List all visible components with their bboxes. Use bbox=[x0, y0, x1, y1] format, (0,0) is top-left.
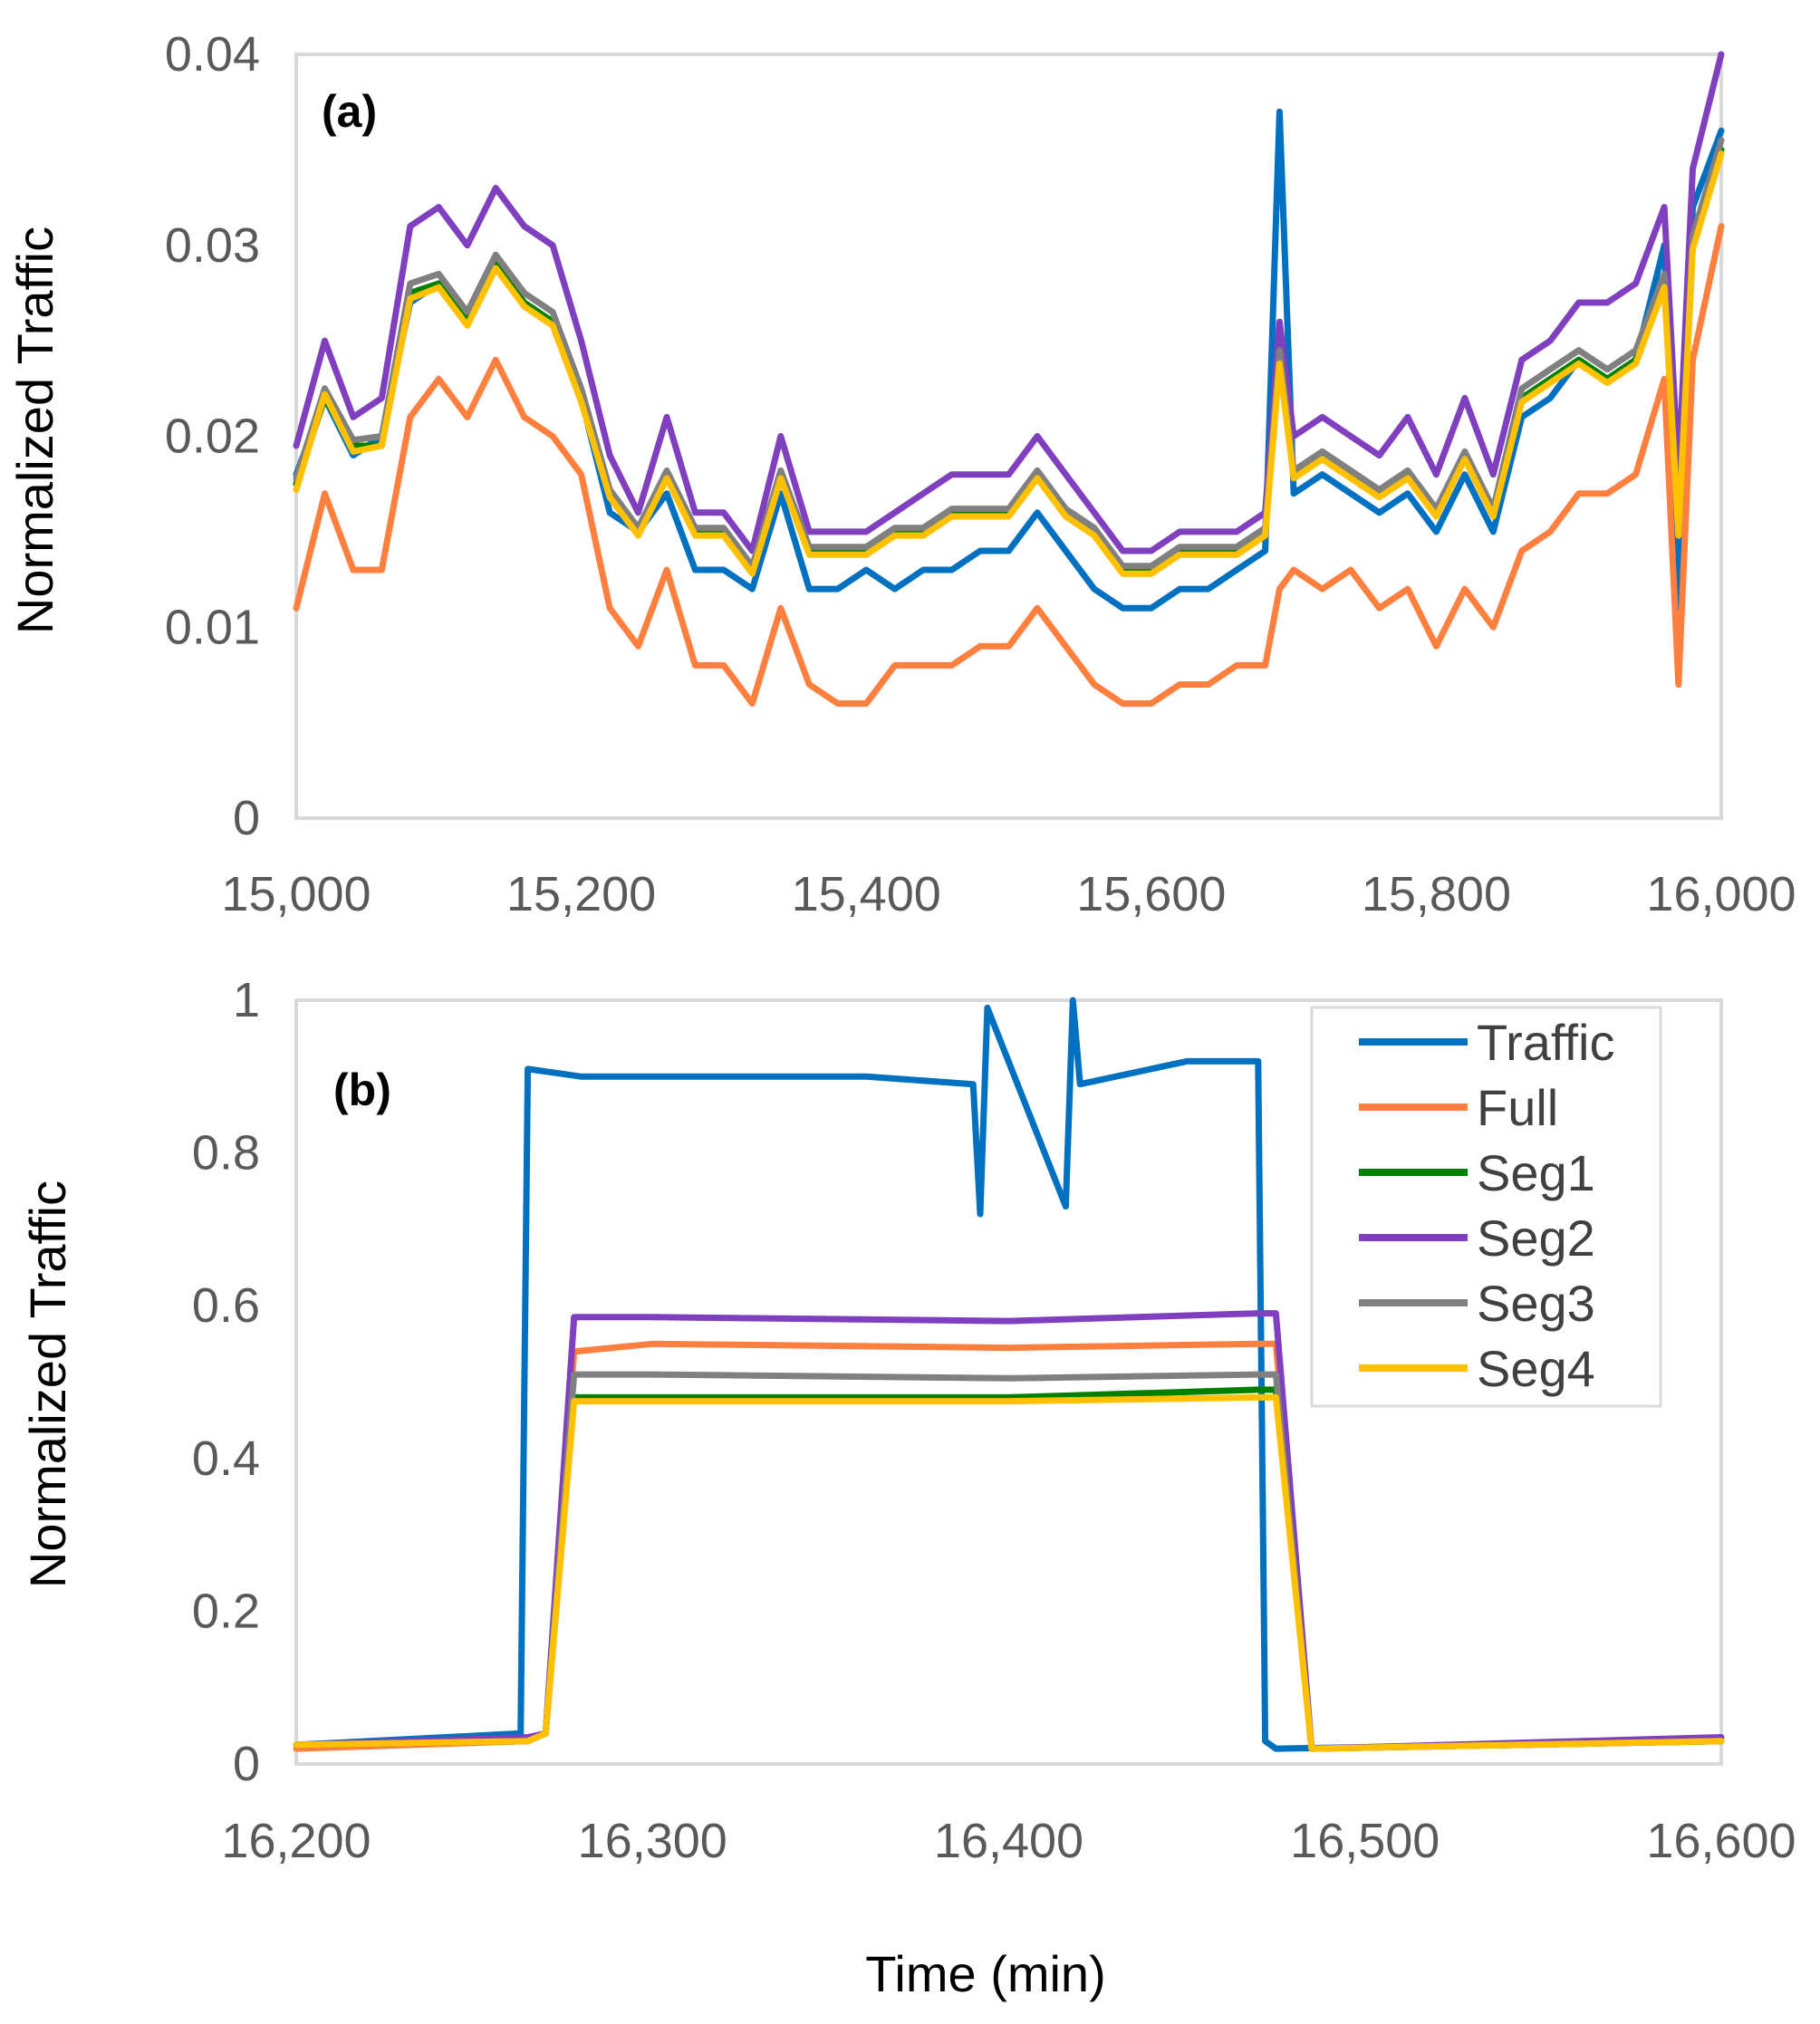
y-tick-label: 0.01 bbox=[165, 600, 260, 654]
y-tick-label: 0.6 bbox=[192, 1278, 260, 1333]
x-ticks-b: 16,200 16,300 16,400 16,500 16,600 bbox=[221, 1814, 1796, 1868]
x-ticks-a: 15,000 15,200 15,400 15,600 15,800 16,000 bbox=[221, 867, 1796, 921]
x-tick-label: 16,500 bbox=[1290, 1814, 1440, 1868]
series-group-a bbox=[293, 51, 1725, 707]
y-tick-label: 0.02 bbox=[165, 410, 260, 464]
legend-label-seg4: Seg4 bbox=[1477, 1340, 1595, 1397]
panel-b: 00.20.40.60.81 16,200 16,300 16,400 16,500 1… bbox=[19, 973, 1796, 2002]
panel-label-a: (a) bbox=[322, 86, 377, 137]
series-line-full bbox=[293, 223, 1725, 707]
x-axis-label: Time (min) bbox=[865, 1945, 1105, 2002]
y-tick-label: 0.4 bbox=[192, 1431, 260, 1486]
y-tick-label: 0 bbox=[233, 791, 260, 845]
x-tick-label: 15,200 bbox=[506, 867, 656, 921]
y-tick-label: 0 bbox=[233, 1737, 260, 1791]
series-line-seg3 bbox=[293, 1371, 1725, 1752]
y-tick-label: 1 bbox=[233, 973, 260, 1027]
series-line-traffic bbox=[293, 108, 1725, 612]
legend-label-traffic: Traffic bbox=[1477, 1014, 1614, 1071]
x-tick-label: 15,800 bbox=[1362, 867, 1511, 921]
x-tick-label: 15,000 bbox=[221, 867, 371, 921]
x-tick-label: 15,600 bbox=[1076, 867, 1226, 921]
series-line-seg4 bbox=[293, 150, 1725, 577]
x-tick-label: 16,600 bbox=[1646, 1814, 1796, 1868]
y-tick-label: 0.2 bbox=[192, 1584, 260, 1638]
x-tick-label: 16,000 bbox=[1646, 867, 1796, 921]
series-group-b bbox=[293, 997, 1725, 1752]
y-axis-label-b: Normalized Traffic bbox=[19, 1181, 76, 1588]
legend-label-seg2: Seg2 bbox=[1477, 1210, 1595, 1267]
y-tick-label: 0.03 bbox=[165, 218, 260, 273]
y-ticks-a: 0 0.01 0.02 0.03 0.04 bbox=[165, 27, 260, 845]
series-line-traffic bbox=[293, 997, 1725, 1752]
x-tick-label: 15,400 bbox=[792, 867, 941, 921]
legend-label-seg1: Seg1 bbox=[1477, 1144, 1595, 1201]
y-tick-label: 0.8 bbox=[192, 1126, 260, 1181]
legend-label-seg3: Seg3 bbox=[1477, 1275, 1595, 1332]
y-tick-label: 0.04 bbox=[165, 27, 260, 82]
y-axis-label-a: Normalized Traffic bbox=[6, 226, 63, 634]
panel-label-b: (b) bbox=[333, 1065, 391, 1115]
y-ticks-b: 0 0.2 0.4 0.6 0.8 1 bbox=[192, 973, 260, 1791]
series-line-seg2 bbox=[293, 51, 1725, 554]
x-tick-label: 16,400 bbox=[934, 1814, 1083, 1868]
x-tick-label: 16,200 bbox=[221, 1814, 371, 1868]
series-line-seg1 bbox=[293, 1386, 1725, 1752]
legend-box bbox=[1310, 1006, 1662, 1408]
x-tick-label: 16,300 bbox=[578, 1814, 727, 1868]
legend-label-full: Full bbox=[1477, 1079, 1558, 1136]
panel-a: 0 0.01 0.02 0.03 0.04 15,000 15,200 15,400 15,6… bbox=[6, 27, 1796, 921]
series-line-seg4 bbox=[293, 1393, 1725, 1752]
plot-frame-b bbox=[294, 998, 1723, 1766]
legend: Traffic Full Seg1 Seg2 Seg3 Seg4 bbox=[1310, 1006, 1662, 1408]
